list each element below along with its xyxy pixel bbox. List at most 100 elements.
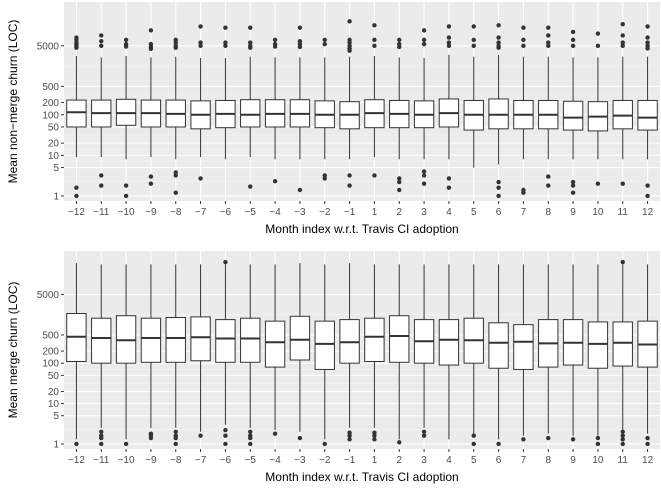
- x-tick-label: −1: [344, 207, 356, 218]
- x-tick-label: 8: [545, 455, 551, 466]
- outlier-point: [148, 181, 154, 186]
- outlier-point: [99, 183, 104, 188]
- outlier-point: [322, 37, 327, 43]
- x-tick-label: 9: [570, 455, 576, 466]
- box-iqr: [587, 321, 609, 369]
- outlier-point: [570, 37, 576, 43]
- outlier-point: [99, 441, 104, 447]
- outlier-point: [620, 22, 625, 27]
- box-7: [513, 264, 534, 442]
- box-iqr: [612, 99, 633, 130]
- outlier-point: [620, 43, 625, 49]
- x-tick-label: −3: [294, 207, 306, 218]
- outlier-point: [521, 37, 526, 43]
- outlier-point: [272, 431, 278, 436]
- box-−1: [339, 19, 360, 188]
- box-8: [538, 264, 559, 441]
- x-tick-label: −6: [220, 455, 232, 466]
- outlier-point: [471, 37, 476, 43]
- box-iqr: [488, 322, 509, 369]
- outlier-point: [173, 441, 178, 447]
- box-iqr: [264, 320, 286, 368]
- outlier-point: [570, 29, 576, 35]
- x-tick-label: −2: [319, 455, 331, 466]
- outlier-point: [421, 169, 427, 174]
- x-tick-label: 3: [421, 207, 427, 218]
- outlier-point: [595, 31, 601, 36]
- outlier-point: [322, 173, 327, 178]
- outlier-point: [397, 440, 402, 445]
- outlier-point: [446, 43, 452, 49]
- outlier-point: [99, 33, 104, 38]
- outlier-point: [496, 23, 501, 28]
- outlier-point: [372, 437, 377, 442]
- outlier-point: [347, 19, 352, 24]
- outlier-point: [496, 45, 501, 50]
- outlier-point: [173, 173, 178, 178]
- box-11: [612, 22, 633, 186]
- outlier-point: [421, 28, 427, 33]
- outlier-point: [372, 430, 377, 435]
- box-6: [488, 23, 509, 199]
- outlier-point: [347, 437, 352, 442]
- box-−9: [140, 28, 162, 186]
- outlier-point: [397, 176, 402, 181]
- box-6: [488, 264, 509, 447]
- box-4: [438, 24, 460, 190]
- box-−4: [264, 264, 286, 436]
- box-−5: [240, 264, 261, 447]
- outlier-point: [99, 173, 104, 178]
- outlier-point: [471, 24, 476, 29]
- outlier-point: [347, 48, 352, 53]
- box-−9: [140, 264, 162, 441]
- outlier-point: [421, 429, 427, 434]
- outlier-point: [347, 430, 352, 435]
- outlier-point: [99, 429, 104, 434]
- outlier-point: [248, 45, 253, 50]
- box-3: [413, 264, 435, 438]
- outlier-point: [322, 441, 327, 447]
- x-tick-label: −7: [195, 455, 207, 466]
- outlier-point: [570, 437, 576, 442]
- x-tick-label: −12: [68, 455, 85, 466]
- outlier-point: [198, 433, 203, 438]
- box-8: [538, 25, 559, 188]
- outlier-point: [570, 190, 576, 195]
- box-2: [389, 37, 410, 193]
- outlier-point: [595, 181, 601, 186]
- box-−12: [66, 35, 87, 199]
- outlier-point: [446, 176, 452, 181]
- outlier-point: [198, 24, 203, 29]
- box-−7: [190, 24, 211, 181]
- outlier-point: [521, 43, 526, 49]
- outlier-point: [645, 46, 650, 51]
- box-iqr: [140, 317, 162, 363]
- y-tick-label: 200: [42, 98, 59, 109]
- x-tick-label: 4: [446, 455, 452, 466]
- outlier-point: [496, 193, 501, 199]
- outlier-point: [570, 43, 576, 49]
- box-iqr: [637, 99, 658, 131]
- y-tick-label: 5000: [37, 41, 60, 52]
- outlier-point: [496, 441, 501, 447]
- box-−12: [66, 263, 87, 447]
- outlier-point: [347, 433, 352, 438]
- x-axis-title: Month index w.r.t. Travis CI adoption: [265, 222, 458, 236]
- outlier-point: [173, 40, 178, 45]
- outlier-point: [148, 431, 154, 436]
- x-tick-label: −11: [93, 455, 110, 466]
- box-−5: [240, 25, 261, 189]
- x-tick-label: 7: [521, 207, 527, 218]
- y-axis-title: Mean non−merge churn (LOC): [6, 20, 20, 184]
- outlier-point: [546, 40, 551, 45]
- outlier-point: [297, 25, 303, 30]
- box-−6: [215, 25, 236, 160]
- x-tick-label: −10: [118, 455, 135, 466]
- outlier-point: [123, 193, 129, 199]
- outlier-point: [471, 43, 476, 49]
- outlier-point: [297, 435, 303, 441]
- box-−8: [165, 37, 186, 195]
- y-axis-title: Mean merge churn (LOC): [6, 282, 20, 419]
- y-tick-label: 10: [48, 151, 60, 162]
- outlier-point: [446, 40, 452, 45]
